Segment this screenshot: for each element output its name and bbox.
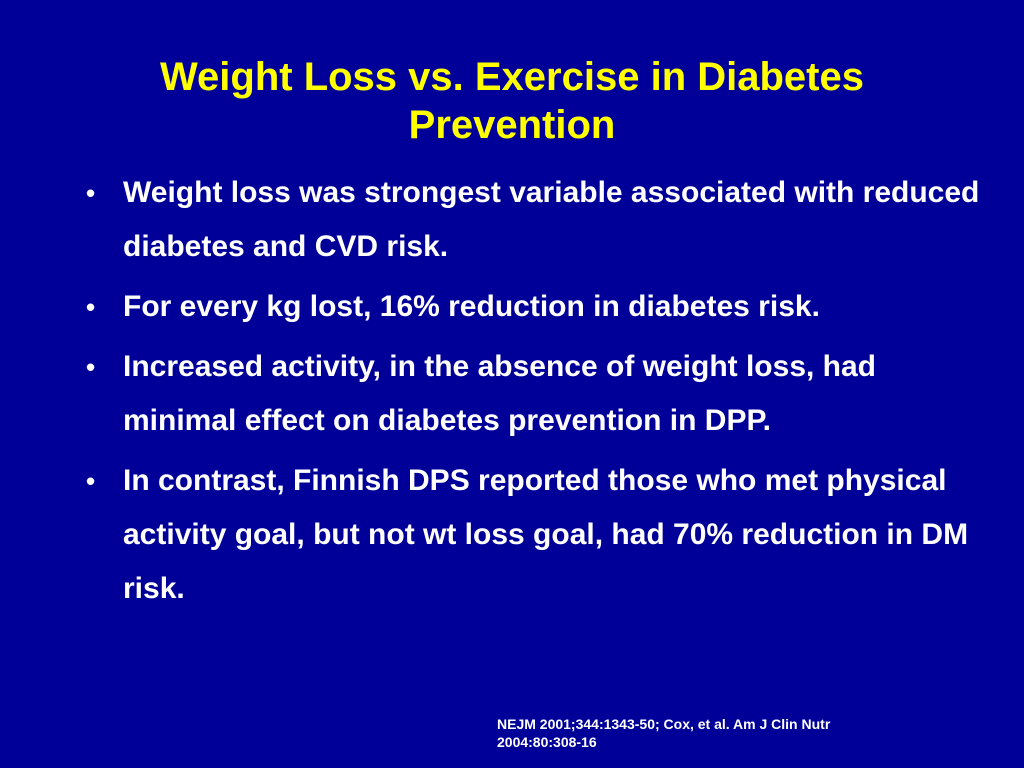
bullet-marker: • bbox=[86, 352, 96, 382]
slide-title-line-2: Prevention bbox=[408, 102, 616, 147]
slide-title-line-1: Weight Loss vs. Exercise in Diabetes bbox=[160, 54, 864, 99]
citation-line-2: 2004:80:308-16 bbox=[497, 734, 597, 750]
bullet-text: For every kg lost, 16% reduction in diab… bbox=[123, 290, 820, 323]
bullet-item-3: • Increased activity, in the absence of … bbox=[86, 340, 986, 448]
bullet-text: Weight loss was strongest variable assoc… bbox=[123, 176, 980, 263]
bullet-item-4: • In contrast, Finnish DPS reported thos… bbox=[86, 454, 986, 616]
bullet-list: • Weight loss was strongest variable ass… bbox=[86, 166, 986, 622]
bullet-text: Increased activity, in the absence of we… bbox=[123, 350, 877, 437]
bullet-marker: • bbox=[86, 466, 96, 496]
bullet-marker: • bbox=[86, 178, 96, 208]
slide-title: Weight Loss vs. Exercise in Diabetes Pre… bbox=[60, 53, 964, 149]
citation-line-1: NEJM 2001;344:1343-50; Cox, et al. Am J … bbox=[497, 716, 831, 732]
bullet-marker: • bbox=[86, 292, 96, 322]
bullet-item-1: • Weight loss was strongest variable ass… bbox=[86, 166, 986, 274]
bullet-text: In contrast, Finnish DPS reported those … bbox=[123, 464, 969, 605]
citation: NEJM 2001;344:1343-50; Cox, et al. Am J … bbox=[497, 715, 927, 751]
bullet-item-2: • For every kg lost, 16% reduction in di… bbox=[86, 280, 986, 334]
